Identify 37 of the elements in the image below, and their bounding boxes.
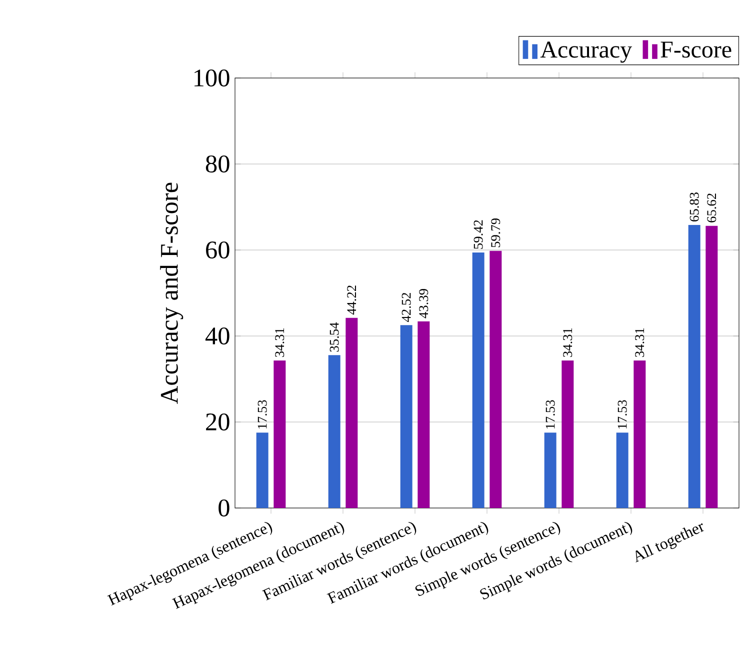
bar — [634, 360, 646, 508]
bar — [706, 226, 718, 508]
data-label: 17.53 — [258, 400, 267, 428]
data-label: 59.42 — [474, 220, 483, 249]
bar — [346, 318, 358, 508]
bar — [418, 321, 430, 508]
data-label: 65.62 — [707, 194, 716, 222]
data-label: 42.52 — [402, 292, 411, 322]
data-label: 43.39 — [419, 289, 428, 318]
data-label: 35.54 — [330, 322, 339, 352]
bar — [688, 224, 700, 508]
bar — [544, 432, 556, 508]
y-tick-label: 100 — [194, 69, 230, 87]
y-axis-title: Accuracy and F-score — [160, 182, 184, 404]
legend-label: F-score — [660, 42, 732, 58]
legend-label: Accuracy — [540, 42, 632, 63]
bar — [472, 252, 484, 508]
y-tick-label: 60 — [206, 241, 230, 259]
bar — [562, 360, 574, 508]
data-label: 34.31 — [635, 328, 644, 357]
y-tick-label: 80 — [206, 155, 230, 173]
bar — [256, 432, 268, 508]
y-tick-label: 20 — [206, 413, 230, 431]
data-label: 17.53 — [618, 400, 627, 428]
bar — [274, 360, 286, 508]
bar — [328, 355, 340, 508]
y-tick-label: 0 — [218, 499, 230, 517]
bar — [400, 325, 412, 508]
bar — [490, 250, 502, 508]
data-label: 17.53 — [546, 400, 555, 428]
data-label: 44.22 — [347, 286, 356, 315]
data-label: 34.31 — [275, 328, 284, 357]
data-label: 65.83 — [690, 192, 699, 222]
data-label: 34.31 — [563, 328, 572, 357]
bar — [616, 432, 628, 508]
y-tick-label: 40 — [205, 327, 230, 345]
data-label: 59.79 — [491, 218, 500, 248]
